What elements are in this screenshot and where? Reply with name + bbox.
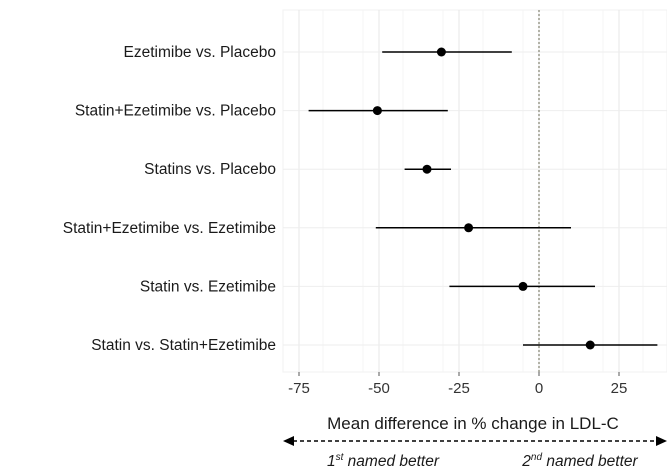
x-tick-label: 25 (611, 380, 628, 397)
estimate-point (518, 281, 528, 291)
estimate-point (585, 340, 595, 350)
left-direction-number: 1 (327, 453, 336, 470)
left-direction-sup: st (336, 452, 345, 463)
category-label: Statin vs. Ezetimibe (140, 278, 276, 295)
x-axis-title: Mean difference in % change in LDL-C (327, 414, 619, 433)
estimate-point (422, 164, 432, 174)
category-label: Statins vs. Placebo (144, 161, 276, 178)
category-label: Ezetimibe vs. Placebo (124, 44, 277, 61)
right-direction-text: named better (542, 453, 638, 470)
estimate-point (372, 106, 382, 116)
right-direction-label: 2nd named better (521, 452, 638, 470)
estimate-point (464, 223, 474, 233)
category-label: Statin+Ezetimibe vs. Ezetimibe (63, 220, 276, 237)
right-direction-number: 2 (521, 453, 531, 470)
category-label: Statin+Ezetimibe vs. Placebo (75, 103, 276, 120)
x-tick-label: -50 (368, 380, 390, 397)
direction-arrow (283, 436, 667, 446)
category-labels: Ezetimibe vs. Placebo Statin+Ezetimibe vs… (63, 44, 276, 354)
category-label: Statin vs. Statin+Ezetimibe (91, 337, 276, 354)
x-tick-label: -25 (448, 380, 470, 397)
direction-arrow-right-head (656, 436, 667, 446)
left-direction-text: named better (343, 453, 439, 470)
estimate-point (436, 47, 446, 57)
x-tick-label: -75 (288, 380, 310, 397)
plot-panel (282, 9, 667, 373)
right-direction-sup: nd (531, 452, 543, 463)
direction-arrow-left-head (283, 436, 294, 446)
estimates-layer (308, 47, 658, 350)
x-tick-labels: -75 -50 -25 0 25 (288, 372, 627, 397)
left-direction-label: 1st named better (327, 452, 440, 470)
x-tick-label: 0 (535, 380, 543, 397)
grid-layer (282, 9, 667, 373)
